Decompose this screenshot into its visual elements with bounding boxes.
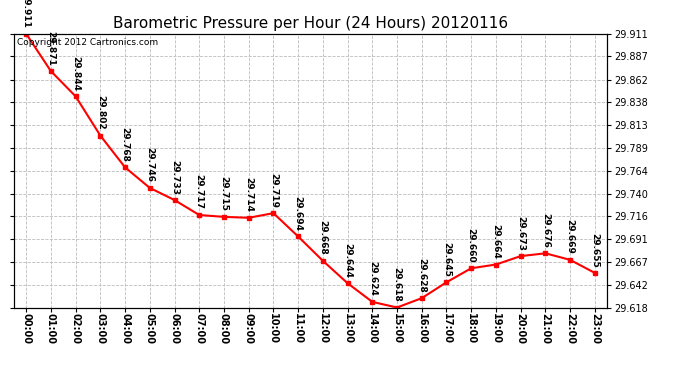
Text: 29.719: 29.719 xyxy=(269,172,278,208)
Text: 29.676: 29.676 xyxy=(541,213,550,248)
Text: 29.624: 29.624 xyxy=(368,261,377,296)
Text: 29.802: 29.802 xyxy=(96,95,105,130)
Text: 29.669: 29.669 xyxy=(566,219,575,254)
Text: 29.694: 29.694 xyxy=(294,196,303,231)
Text: 29.733: 29.733 xyxy=(170,160,179,195)
Text: 29.746: 29.746 xyxy=(146,147,155,182)
Text: 29.664: 29.664 xyxy=(491,224,500,259)
Text: 29.844: 29.844 xyxy=(71,56,80,91)
Text: 29.717: 29.717 xyxy=(195,174,204,210)
Text: 29.871: 29.871 xyxy=(46,31,55,66)
Text: 29.668: 29.668 xyxy=(318,220,327,255)
Text: Copyright 2012 Cartronics.com: Copyright 2012 Cartronics.com xyxy=(17,38,158,47)
Text: 29.618: 29.618 xyxy=(393,267,402,302)
Text: 29.628: 29.628 xyxy=(417,258,426,292)
Text: 29.714: 29.714 xyxy=(244,177,253,212)
Text: 29.660: 29.660 xyxy=(466,228,475,263)
Text: 29.911: 29.911 xyxy=(21,0,30,28)
Text: 29.673: 29.673 xyxy=(516,216,525,250)
Text: 29.644: 29.644 xyxy=(343,243,352,278)
Text: 29.715: 29.715 xyxy=(219,177,228,212)
Text: 29.655: 29.655 xyxy=(591,232,600,267)
Text: 29.768: 29.768 xyxy=(121,127,130,162)
Text: 29.645: 29.645 xyxy=(442,242,451,277)
Title: Barometric Pressure per Hour (24 Hours) 20120116: Barometric Pressure per Hour (24 Hours) … xyxy=(113,16,508,31)
